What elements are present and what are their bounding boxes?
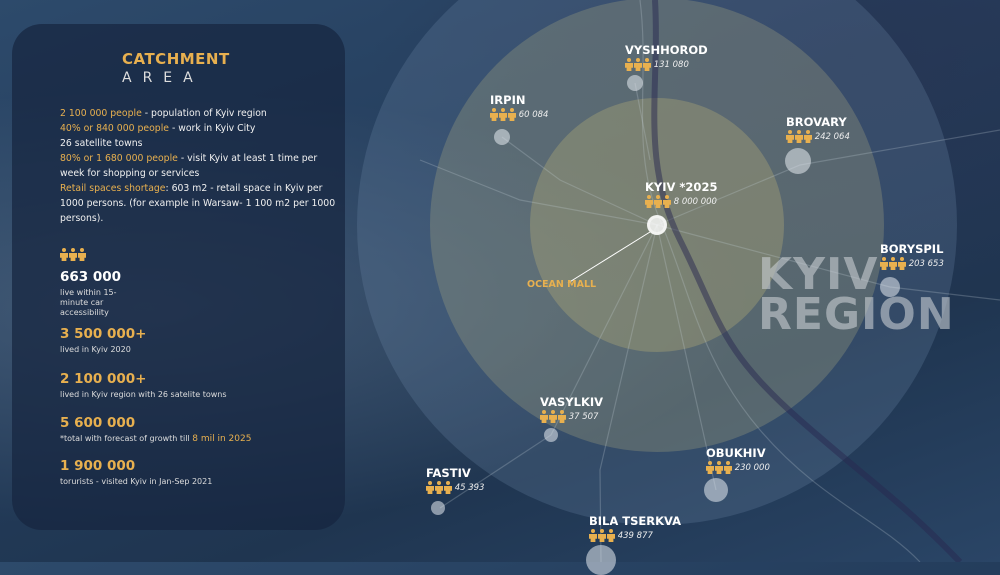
town-population: 8 000 000: [673, 197, 717, 207]
people-icon: [625, 58, 651, 71]
people-icon: [706, 461, 732, 474]
panel-subtitle: AREA: [122, 70, 204, 86]
town-name: OBUKHIV: [706, 446, 766, 460]
intro-highlight: 80% or 1 680 000 people: [60, 153, 178, 164]
stat-highlight: 8 mil in 2025: [192, 434, 252, 444]
intro-line: - visit Kyiv at least 1 time per week fo…: [60, 153, 318, 179]
town-name: IRPIN: [490, 93, 526, 107]
town-label: KYIV *2025 8 000 000: [645, 180, 717, 208]
people-icon: [490, 108, 516, 121]
town-name: BILA TSERKVA: [589, 514, 682, 528]
town-population: 37 507: [568, 412, 599, 422]
region-label-line: REGION: [758, 289, 955, 340]
stat-block: 5 600 000 *total with forecast of growth …: [60, 415, 251, 444]
stat-desc: lived in Kyiv 2020: [60, 345, 131, 354]
town-label: IRPIN 60 084: [490, 93, 548, 121]
people-icon: [540, 410, 566, 423]
stat-value: 3 500 000+: [60, 326, 147, 342]
intro-text: 2 100 000 people - population of Kyiv re…: [60, 106, 340, 226]
town-marker[interactable]: [704, 478, 728, 502]
stat-value: 2 100 000+: [60, 371, 147, 387]
stat-desc: live within 15-minute car accessibility: [60, 288, 117, 317]
stat-block: 1 900 000 torurists - visited Kyiv in Jan…: [60, 458, 212, 487]
intro-highlight: Retail spaces shortage: [60, 183, 166, 194]
town-name: KYIV *2025: [645, 180, 718, 194]
stat-block: 663 000 live within 15-minute car accessi…: [60, 269, 140, 318]
stat-value: 5 600 000: [60, 415, 136, 431]
intro-highlight: 2 100 000 people: [60, 108, 142, 119]
mall-pointer-line: [567, 231, 651, 284]
town-population: 60 084: [518, 110, 549, 120]
town-population: 131 080: [653, 60, 689, 70]
people-icon: [880, 257, 906, 270]
intro-line: - work in Kyiv City: [169, 123, 256, 134]
town-marker[interactable]: [494, 129, 510, 145]
panel-title: CATCHMENT: [122, 50, 230, 68]
stat-block: 3 500 000+ lived in Kyiv 2020: [60, 326, 146, 355]
region-label: KYIV REGION: [758, 249, 955, 340]
town-label: BORYSPIL 203 653: [880, 242, 944, 270]
region-label-line: KYIV: [758, 249, 879, 300]
stat-block: 2 100 000+ lived in Kyiv region with 26 s…: [60, 371, 227, 400]
river: [651, 0, 963, 562]
town-name: BROVARY: [786, 115, 847, 129]
town-name: VASYLKIV: [540, 395, 604, 409]
town-population: 45 393: [454, 483, 485, 493]
town-label: FASTIV 45 393: [426, 466, 484, 494]
stat-desc: lived in Kyiv region with 26 satelite to…: [60, 390, 227, 399]
town-marker[interactable]: [544, 428, 558, 442]
town-marker[interactable]: [586, 545, 616, 575]
stat-desc: torurists - visited Kyiv in Jan-Sep 2021: [60, 477, 213, 486]
people-icon: [645, 195, 671, 208]
town-label: VASYLKIV 37 507: [540, 395, 603, 423]
town-marker[interactable]: [647, 215, 667, 235]
stat-desc: *total with forecast of growth till: [60, 434, 193, 443]
town-marker[interactable]: [880, 277, 900, 297]
town-label: VYSHHOROD 131 080: [625, 43, 708, 71]
people-icon: [60, 244, 86, 263]
town-population: 203 653: [908, 259, 944, 269]
ocean-mall-label: OCEAN MALL: [527, 279, 597, 290]
intro-line: - population of Kyiv region: [141, 108, 267, 119]
town-label: BROVARY 242 064: [786, 115, 850, 143]
people-icon: [426, 481, 452, 494]
town-name: BORYSPIL: [880, 242, 944, 256]
people-icon: [786, 130, 812, 143]
catchment-panel: CATCHMENT AREA 2 100 000 people - popula…: [12, 24, 345, 530]
town-name: VYSHHOROD: [625, 43, 708, 57]
people-icon: [589, 529, 615, 542]
town-population: 439 877: [617, 531, 653, 541]
town-label: BILA TSERKVA 439 877: [589, 514, 681, 542]
intro-highlight: 40% or 840 000 people: [60, 123, 169, 134]
stat-value: 663 000: [60, 269, 122, 285]
town-label: OBUKHIV 230 000: [706, 446, 770, 474]
intro-line: : 603 m2 - retail space in Kyiv per 1000…: [60, 183, 336, 224]
intro-line: 26 satellite towns: [60, 138, 143, 149]
town-marker[interactable]: [627, 75, 643, 91]
town-marker[interactable]: [785, 148, 811, 174]
stat-value: 1 900 000: [60, 458, 136, 474]
town-population: 230 000: [734, 463, 770, 473]
town-name: FASTIV: [426, 466, 471, 480]
town-marker[interactable]: [431, 501, 445, 515]
town-population: 242 064: [814, 132, 850, 142]
